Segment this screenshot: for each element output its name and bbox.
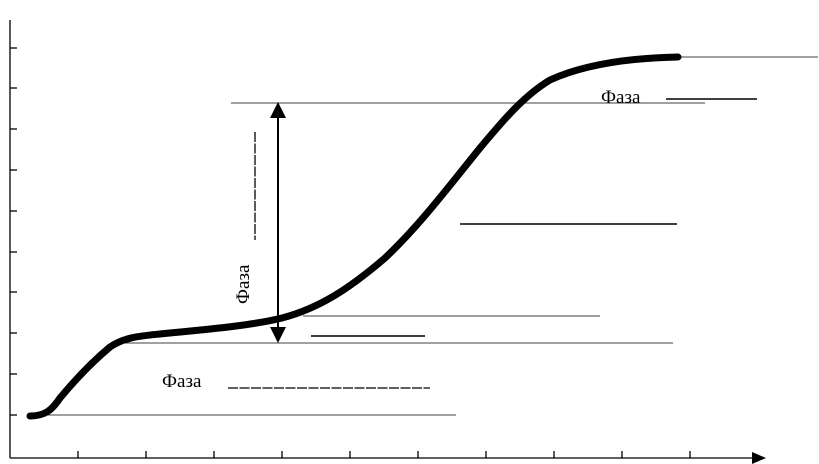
label-phase-bottom: Фаза <box>162 371 202 392</box>
vertical-label-group: Фаза <box>233 264 254 304</box>
reference-lines <box>30 56 818 416</box>
growth-curve <box>26 53 682 420</box>
y-axis-ticks <box>10 47 17 416</box>
label-phase-vertical: Фаза <box>233 264 254 304</box>
arrow-head-top <box>270 102 286 118</box>
x-axis-arrowhead <box>752 452 766 464</box>
label-phase-top: Фаза <box>601 87 641 108</box>
answer-blanks <box>311 98 757 337</box>
x-axis-ticks <box>77 451 691 458</box>
axes <box>9 20 766 464</box>
arrow-head-bottom <box>270 327 286 343</box>
